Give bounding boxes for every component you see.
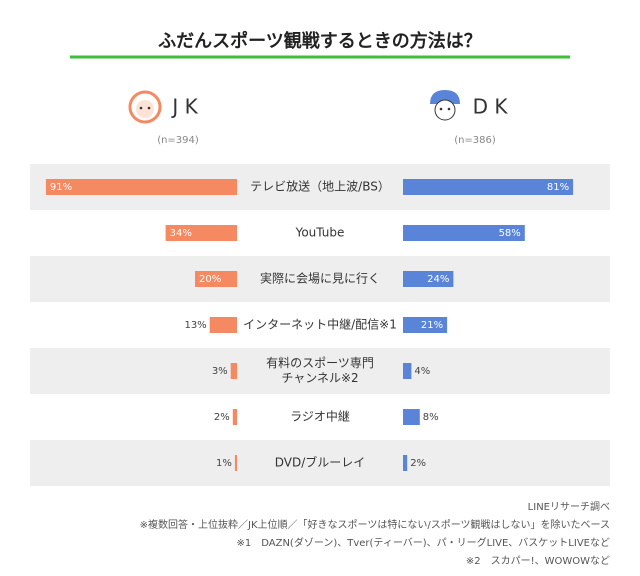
category-label: 実際に会場に見に行く: [259, 271, 380, 286]
bar: [403, 317, 448, 333]
category-label: テレビ放送（地上波/BS）: [250, 179, 390, 194]
bar: [209, 317, 237, 333]
footnote: ※複数回答・上位抜粋／JK上位順／「好きなスポーツは特にない/スポーツ観戦はしな…: [139, 520, 610, 531]
bar: [403, 363, 412, 379]
footnote: ※2 スカパー!、WOWOWなど: [465, 556, 610, 567]
legend-label: D K: [473, 95, 509, 119]
footnote: ※1 DAZN(ダゾーン)、Tver(ティーバー)、パ・リーグLIVE、バスケッ…: [236, 538, 611, 549]
bar: [403, 179, 574, 195]
chart-title: ふだんスポーツ観戦するときの方法は？: [158, 30, 482, 52]
bar: [165, 225, 237, 241]
category-label: YouTube: [295, 225, 345, 240]
bar: [403, 271, 454, 287]
value-label: 8%: [423, 412, 439, 423]
value-label: 4%: [414, 366, 430, 377]
value-label: 1%: [216, 458, 232, 469]
row-band: [30, 440, 610, 486]
bar: [403, 409, 420, 425]
category-label: DVD/ブルーレイ: [274, 455, 366, 470]
bar: [403, 225, 525, 241]
bar: [232, 409, 237, 425]
category-label: インターネット中継/配信※1: [243, 317, 397, 332]
value-label: 24%: [427, 274, 449, 285]
value-label: 2%: [410, 458, 426, 469]
category-label: 有料のスポーツ専門 チャンネル※2: [266, 356, 374, 385]
dk-icon: [430, 90, 460, 121]
bar: [195, 271, 237, 287]
bar: [403, 455, 408, 471]
value-label: 34%: [170, 228, 192, 239]
legend-label: J K: [170, 95, 198, 119]
jk-icon: [128, 90, 162, 124]
group-note: (n=386): [454, 135, 496, 146]
value-label: 13%: [184, 320, 206, 331]
bar: [45, 179, 238, 195]
value-label: 81%: [547, 182, 569, 193]
bar: [230, 363, 237, 379]
category-label: ラジオ中継: [290, 409, 350, 424]
value-label: 20%: [199, 274, 221, 285]
bar: [234, 455, 237, 471]
value-label: 91%: [50, 182, 72, 193]
value-label: 3%: [212, 366, 228, 377]
group-note: (n=394): [157, 135, 199, 146]
value-label: 58%: [499, 228, 521, 239]
row-band: [30, 348, 610, 394]
row-band: [30, 256, 610, 302]
value-label: 2%: [214, 412, 230, 423]
source: LINEリサーチ調べ: [527, 502, 610, 513]
value-label: 21%: [421, 320, 443, 331]
